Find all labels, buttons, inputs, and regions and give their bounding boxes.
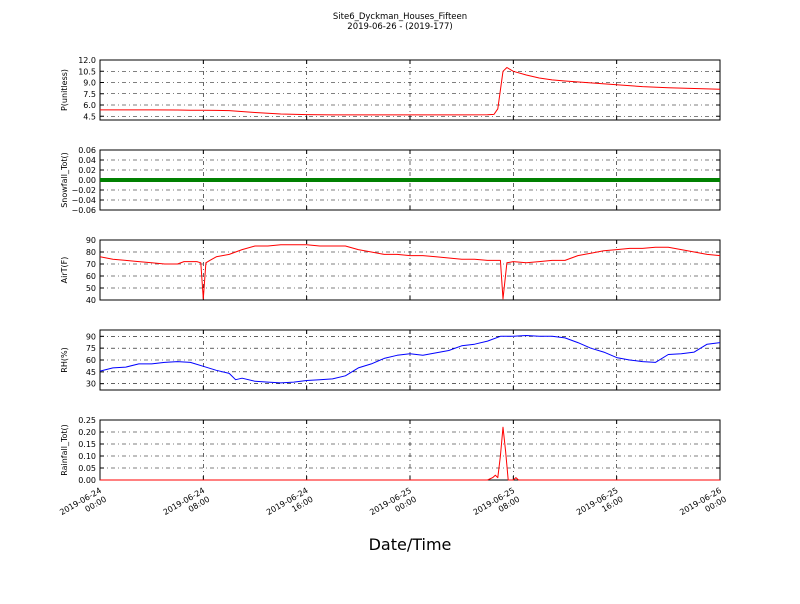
x-tick-label: 2019-06-2508:00 [472,486,522,526]
y-tick-label: 0.10 [78,452,96,461]
y-tick-label: 50 [86,284,96,293]
y-tick-label: 0.20 [78,428,96,437]
y-tick-label: 0.25 [78,416,96,425]
y-axis-label: Rainfall_Tot() [60,424,69,476]
y-tick-label: 80 [86,248,96,257]
panel-4: 90 75 60 45 30 RH(%) [60,329,721,391]
y-tick-label: 70 [86,260,96,269]
panel-3: 90 80 70 60 50 40 AirT(F) [60,236,721,305]
x-tick-label: 2019-06-2400:00 [58,486,108,526]
x-tick-label: 2019-06-2408:00 [162,486,212,526]
y-tick-label: −0.04 [71,196,96,205]
y-tick-label: 45 [86,368,96,377]
y-tick-label: 0.00 [78,476,96,485]
figure-subtitle: 2019-06-26 - (2019-177) [347,22,452,32]
y-tick-label: 9.0 [83,79,96,88]
y-tick-label: 0.02 [78,166,96,175]
x-tick-label: 2019-06-2516:00 [575,486,625,526]
panels: 12.010.59.07.56.04.5P(unitless)0.060.040… [58,56,728,526]
x-tick-label: 2019-06-2500:00 [368,486,418,526]
series-line [100,426,720,481]
y-tick-label: −0.02 [71,186,96,195]
y-tick-label: 60 [86,272,96,281]
y-tick-label: 40 [86,296,96,305]
y-axis-label: AirT(F) [60,257,69,284]
y-tick-label: 0.15 [78,440,96,449]
panel-1: 12.0 10.5 9.0 7.5 6.0 4.5 P(unitless) [60,56,721,121]
figure-title: Site6_Dyckman_Houses_Fifteen [333,12,467,22]
y-axis-label: RH(%) [60,347,69,372]
series-line [99,244,721,300]
y-tick-label: 12.0 [78,56,96,65]
x-tick-label: 2019-06-2416:00 [265,486,315,526]
y-tick-label: 30 [86,380,96,389]
x-axis-label: Date/Time [369,535,452,554]
y-tick-label: 0.00 [78,176,96,185]
y-tick-label: 0.06 [78,146,96,155]
y-tick-label: 10.5 [78,67,96,76]
y-tick-label: 7.5 [83,90,96,99]
y-tick-label: 90 [86,332,96,341]
y-axis-label: Snowfall_Tot() [60,152,69,208]
series-line [100,67,721,116]
series-line [99,335,721,384]
y-tick-label: 4.5 [83,112,96,121]
y-tick-label: 75 [86,344,96,353]
panel-5: 0.25 0.20 0.15 0.10 0.05 0.00 Rainfall_Tot() [60,416,721,485]
y-tick-label: 60 [86,356,96,365]
x-tick-label: 2019-06-2600:00 [678,486,728,526]
y-tick-label: −0.06 [71,206,96,215]
y-tick-label: 90 [86,236,96,245]
y-tick-label: 0.05 [78,464,96,473]
y-axis-label: P(unitless) [60,69,69,111]
y-tick-label: 0.04 [78,156,96,165]
panel-2: 0.060.040.020.00−0.02−0.04−0.06Snowfall_… [60,146,721,215]
y-tick-label: 6.0 [83,101,96,110]
